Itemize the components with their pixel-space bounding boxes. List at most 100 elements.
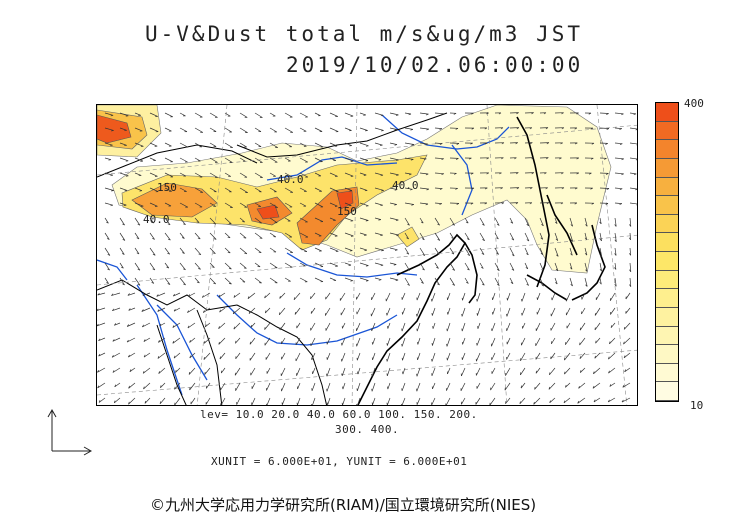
wind-vector xyxy=(434,202,442,204)
wind-vector-head xyxy=(555,282,558,285)
wind-vector xyxy=(179,232,185,239)
wind-vector xyxy=(311,352,316,361)
legend-color-step xyxy=(656,177,678,197)
wind-vector-head xyxy=(484,127,488,130)
wind-vector xyxy=(534,382,541,390)
wind-vector xyxy=(551,337,556,344)
wind-vector xyxy=(371,292,376,300)
wind-vector xyxy=(401,292,406,300)
wind-vector xyxy=(404,157,414,160)
wind-vector xyxy=(209,172,218,178)
wind-vector-head xyxy=(526,224,529,227)
wind-vector-head xyxy=(486,157,489,160)
wind-vector xyxy=(401,382,406,391)
wind-vector xyxy=(269,112,276,117)
wind-vector xyxy=(326,337,331,345)
wind-vector xyxy=(519,397,526,405)
legend-max-label: 400 xyxy=(684,97,704,110)
wind-vector xyxy=(254,157,263,163)
wind-vector-head xyxy=(198,253,202,256)
wind-vector xyxy=(520,382,526,389)
wind-vector-head xyxy=(451,252,455,255)
wind-vector xyxy=(417,337,421,345)
wind-vector xyxy=(521,307,526,316)
wind-vector-head xyxy=(574,187,578,190)
wind-vector xyxy=(416,367,421,377)
wind-vector xyxy=(98,352,106,357)
wind-vector xyxy=(296,322,301,329)
wind-vector xyxy=(416,382,421,392)
wind-vector-head xyxy=(166,266,169,269)
wind-vector-head xyxy=(378,279,382,281)
wind-vector-head xyxy=(564,371,566,375)
wind-vector-head xyxy=(111,293,114,296)
wind-vector-head xyxy=(143,386,145,390)
legend-color-step xyxy=(656,307,678,327)
wind-vector xyxy=(329,217,336,221)
wind-vector-head xyxy=(574,142,578,145)
wind-vector xyxy=(156,292,166,297)
wind-vector xyxy=(580,367,586,373)
wind-vector xyxy=(194,112,203,118)
wind-vector-head xyxy=(381,190,384,192)
wind-vector-head xyxy=(605,203,609,205)
wind-vector xyxy=(374,187,384,191)
wind-vector xyxy=(239,112,248,118)
wind-vector xyxy=(233,322,241,330)
wind-vector xyxy=(565,307,571,316)
wind-vector xyxy=(629,157,637,160)
wind-vector xyxy=(507,292,511,301)
wind-vector-head xyxy=(614,253,617,256)
wind-vector xyxy=(254,127,262,132)
map-title-timestamp: 2019/10/02.06:00:00 xyxy=(286,53,584,77)
wind-vector xyxy=(461,367,466,377)
wind-vector xyxy=(419,112,429,115)
wind-vector-head xyxy=(114,384,117,388)
wind-vector-head xyxy=(243,267,247,269)
wind-vector xyxy=(339,292,346,301)
wind-vector xyxy=(434,142,443,144)
wind-vector xyxy=(134,232,140,240)
wind-vector xyxy=(629,202,637,205)
wind-vector xyxy=(535,337,541,346)
wind-vector-head xyxy=(123,204,127,206)
wind-vector xyxy=(389,172,399,176)
wind-vector xyxy=(194,172,203,178)
wind-vector xyxy=(446,382,451,391)
wind-vector xyxy=(159,322,166,327)
wind-vector-head xyxy=(471,187,475,190)
wind-vector-head xyxy=(636,144,637,146)
wind-vector-head xyxy=(196,221,200,223)
wind-vector xyxy=(158,337,166,343)
wind-vector xyxy=(614,262,617,270)
wind-vector xyxy=(239,142,247,148)
wind-vector-head xyxy=(106,238,110,240)
wind-vector xyxy=(344,112,354,117)
wind-vector-head xyxy=(113,400,116,404)
wind-vector xyxy=(579,322,586,331)
wind-vector xyxy=(445,397,451,405)
wind-vector-head xyxy=(530,187,533,190)
wind-vector-head xyxy=(181,237,185,239)
wind-vector xyxy=(386,307,391,316)
wind-vector xyxy=(494,232,499,240)
wind-vector xyxy=(491,352,496,361)
wind-vector xyxy=(599,232,602,241)
wind-vector-head xyxy=(111,355,114,358)
wind-vector xyxy=(297,397,301,405)
wind-vector-head xyxy=(212,252,216,254)
wind-vector xyxy=(623,322,631,330)
wind-vector-head xyxy=(406,252,409,255)
wind-vector-head xyxy=(541,284,544,287)
wind-vector-head xyxy=(365,220,369,222)
legend-color-step xyxy=(656,270,678,290)
wind-vector xyxy=(329,127,339,132)
wind-vector-head xyxy=(425,143,428,146)
wind-vector xyxy=(475,397,481,405)
legend-color-step xyxy=(656,345,678,364)
wind-vector xyxy=(432,382,436,390)
wind-vector xyxy=(149,142,158,147)
wind-vector xyxy=(434,262,439,269)
wind-vector xyxy=(629,127,637,130)
wind-vector xyxy=(112,367,121,373)
